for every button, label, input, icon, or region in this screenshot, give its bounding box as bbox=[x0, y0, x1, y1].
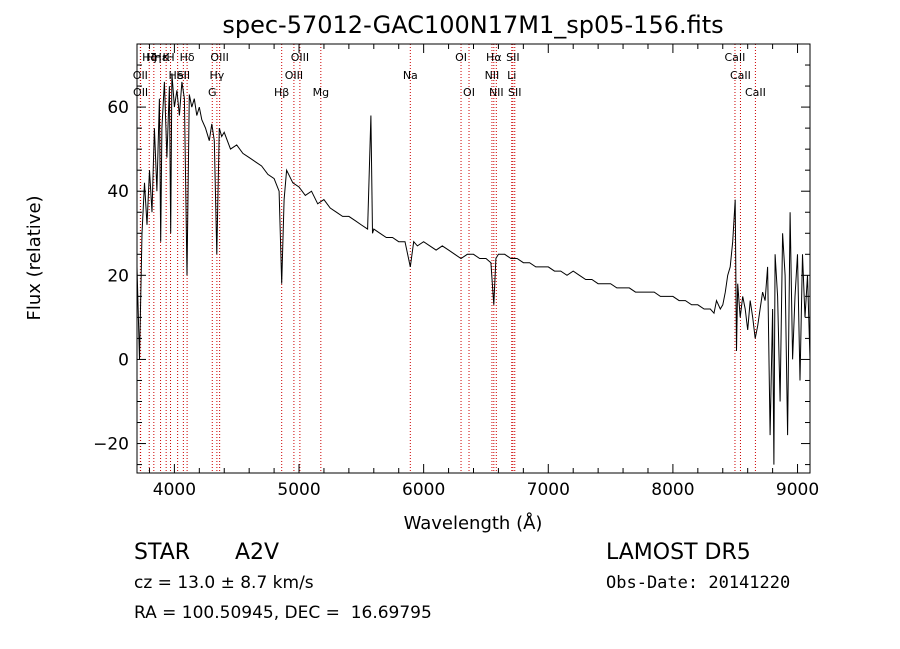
line-label: CaII bbox=[725, 51, 746, 64]
line-label: Na bbox=[403, 69, 418, 82]
line-label: SII bbox=[506, 51, 519, 64]
line-markers bbox=[139, 44, 756, 473]
line-label: SII bbox=[508, 86, 521, 99]
line-label: SII bbox=[177, 69, 190, 82]
plot-frame bbox=[136, 43, 811, 474]
coordinates: RA = 100.50945, DEC = 16.69795 bbox=[134, 603, 432, 623]
y-tick-label: 20 bbox=[107, 266, 129, 286]
line-label: Hζ bbox=[142, 51, 156, 64]
spectrum-line bbox=[136, 73, 811, 465]
x-tick-label: 4000 bbox=[153, 480, 196, 500]
line-label: Mg bbox=[313, 86, 329, 99]
x-axis-label: Wavelength (Å) bbox=[404, 512, 543, 534]
line-label: HeI bbox=[168, 69, 186, 82]
x-tick-label: 8000 bbox=[651, 480, 694, 500]
line-label: OII bbox=[133, 86, 148, 99]
line-label: H bbox=[166, 51, 174, 64]
line-label: NII bbox=[489, 86, 504, 99]
line-label: OII bbox=[133, 69, 148, 82]
line-label: NII bbox=[485, 69, 500, 82]
x-tick-label: 7000 bbox=[527, 480, 570, 500]
line-label: OIII bbox=[210, 51, 228, 64]
object-subclass: A2V bbox=[235, 540, 280, 565]
y-tick-label: 60 bbox=[107, 98, 129, 118]
line-label: K bbox=[163, 51, 171, 64]
y-axis-label: Flux (relative) bbox=[24, 195, 45, 320]
y-tick-label: −20 bbox=[93, 435, 129, 455]
line-label: OIII bbox=[285, 69, 303, 82]
line-label: OI bbox=[455, 51, 467, 64]
obs-date: Obs-Date: 20141220 bbox=[606, 573, 791, 593]
axes: 4000 5000 6000 7000 8000 9000 −20 0 20 40 60 bbox=[93, 43, 819, 500]
line-label: Hε bbox=[153, 51, 167, 64]
line-label: Hα bbox=[486, 51, 502, 64]
x-tick-label: 5000 bbox=[277, 480, 320, 500]
line-labels: OIIOIIHζHηHεKHHeISIIHδGHγOIIIHβOIIIOIIIM… bbox=[133, 51, 766, 99]
line-label: Hδ bbox=[180, 51, 195, 64]
x-tick-label: 9000 bbox=[776, 480, 819, 500]
line-label: CaII bbox=[730, 69, 751, 82]
line-label: Li bbox=[507, 69, 516, 82]
line-label: Hβ bbox=[274, 86, 289, 99]
x-tick-label: 6000 bbox=[402, 480, 445, 500]
line-label: OIII bbox=[291, 51, 309, 64]
line-label: OI bbox=[463, 86, 475, 99]
y-tick-label: 40 bbox=[107, 182, 129, 202]
redshift-readout: cz = 13.0 ± 8.7 km/s bbox=[134, 573, 314, 593]
object-class: STAR bbox=[134, 540, 191, 565]
line-label: Hη bbox=[146, 51, 161, 64]
line-label: Hγ bbox=[209, 69, 224, 82]
chart-title: spec-57012-GAC100N17M1_sp05-156.fits bbox=[222, 11, 723, 39]
y-tick-label: 0 bbox=[118, 350, 129, 370]
line-label: G bbox=[208, 86, 217, 99]
survey-name: LAMOST DR5 bbox=[606, 540, 751, 565]
line-label: CaII bbox=[745, 86, 766, 99]
